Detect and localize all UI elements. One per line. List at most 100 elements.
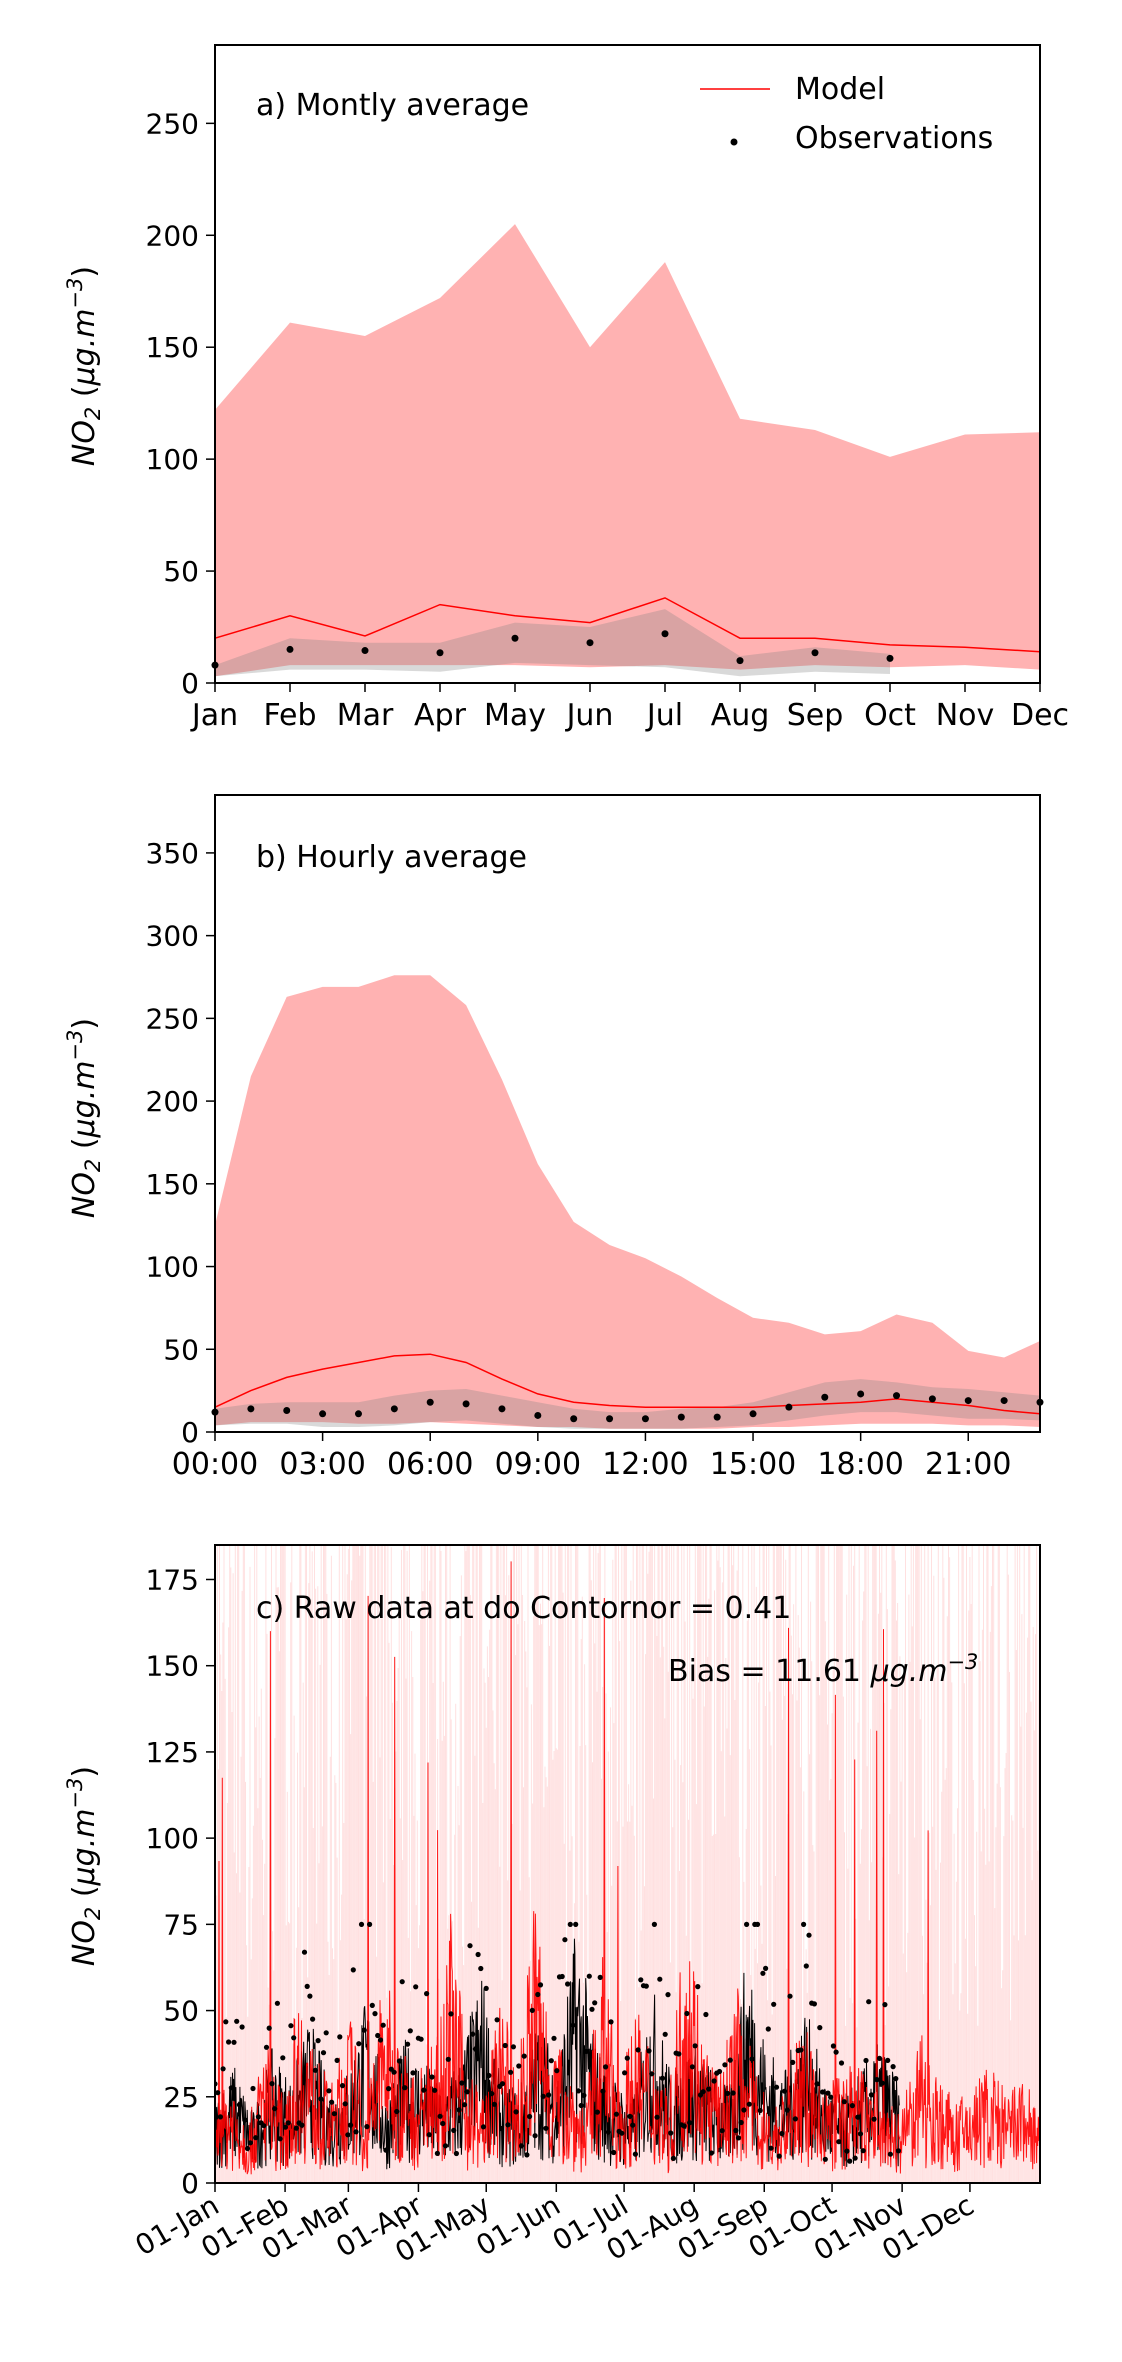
observation-point — [451, 2127, 457, 2133]
observation-point — [372, 2011, 378, 2017]
observation-point — [239, 2024, 245, 2030]
observation-point — [228, 2085, 234, 2091]
y-tick-label: 100 — [146, 443, 199, 476]
observation-point — [573, 1921, 579, 1927]
observation-point — [499, 2081, 506, 2087]
observation-point — [502, 2042, 508, 2049]
x-tick-label: Mar — [337, 698, 394, 733]
observation-point — [785, 1403, 793, 1411]
observation-point — [354, 1410, 362, 1418]
observation-point — [253, 2135, 259, 2141]
observation-point — [868, 2092, 875, 2098]
plot-frame — [214, 44, 1041, 684]
y-tick-label: 50 — [163, 1995, 199, 2028]
y-tick-label: 0 — [181, 667, 199, 700]
observation-point — [768, 2145, 774, 2151]
observation-point — [803, 1963, 809, 1969]
observation-point — [765, 2026, 771, 2032]
observation-point — [367, 1921, 373, 1927]
observation-point — [855, 2114, 861, 2120]
panel-c-ylabel: NO2 (μg.m−3) — [63, 1766, 105, 1966]
observation-point — [763, 1965, 769, 1971]
observation-point — [537, 1982, 544, 1988]
observation-point — [534, 1411, 542, 1419]
observation-point — [708, 2150, 715, 2156]
observation-point — [876, 2055, 883, 2061]
y-tick-label: 200 — [146, 1085, 199, 1118]
observation-point — [661, 630, 669, 638]
observation-point — [546, 2092, 552, 2098]
observation-point — [700, 2089, 706, 2095]
observation-point — [342, 2101, 348, 2107]
observation-point — [437, 2113, 443, 2119]
observation-point — [535, 1991, 541, 1998]
observation-point — [486, 2072, 492, 2079]
observation-point — [407, 2028, 413, 2034]
observation-point — [475, 1951, 481, 1958]
observation-point — [754, 1921, 761, 1927]
observation-point — [586, 639, 594, 647]
observation-point — [849, 2103, 856, 2109]
x-tick-label: 00:00 — [172, 1447, 258, 1482]
y-tick-label: 125 — [146, 1736, 199, 1769]
observation-point — [581, 2092, 587, 2098]
observation-point — [792, 2116, 799, 2122]
observation-point — [619, 2130, 625, 2136]
observation-point — [247, 1405, 255, 1413]
observation-point — [844, 2148, 850, 2154]
observation-point — [562, 1937, 568, 1943]
observation-point — [681, 2123, 687, 2129]
x-tick-label: 06:00 — [387, 1447, 473, 1482]
observation-point — [498, 1405, 506, 1413]
observation-point — [895, 2148, 902, 2154]
observation-point — [280, 2055, 286, 2061]
observation-point — [662, 2031, 668, 2037]
observation-point — [757, 2107, 763, 2114]
observation-point — [410, 2070, 416, 2076]
observation-point — [286, 645, 294, 653]
observation-point — [798, 2047, 804, 2053]
observation-point — [722, 2062, 728, 2068]
observation-point — [236, 2102, 242, 2108]
observation-point — [886, 654, 894, 662]
panel-c: 025507510012515017501-Jan01-Feb01-Mar01-… — [63, 1544, 1041, 2269]
observation-point — [307, 1993, 313, 1999]
observation-point — [668, 2130, 674, 2136]
observation-point — [641, 1415, 649, 1423]
observation-point — [874, 2077, 880, 2083]
observation-point — [830, 2043, 837, 2049]
observation-point — [605, 2129, 611, 2135]
observation-point — [665, 1992, 671, 1998]
observation-point — [263, 2044, 270, 2050]
observation-point — [559, 1973, 565, 1980]
observation-point — [790, 2059, 796, 2065]
observation-point — [491, 2101, 497, 2107]
observation-point — [361, 647, 369, 655]
observation-point — [405, 2041, 411, 2047]
observation-point — [586, 1973, 592, 1979]
observation-point — [570, 1415, 578, 1423]
observation-point — [727, 2057, 733, 2063]
observation-point — [272, 2106, 278, 2112]
x-tick-label: Feb — [263, 698, 316, 733]
observation-point — [320, 2050, 327, 2056]
observation-point — [326, 2088, 332, 2094]
observation-point — [811, 2001, 818, 2007]
y-tick-label: 100 — [146, 1251, 199, 1284]
observation-point — [426, 1398, 434, 1406]
observation-point — [266, 2025, 272, 2031]
observation-point — [825, 2090, 831, 2096]
y-tick-label: 350 — [146, 837, 199, 870]
y-tick-label: 25 — [163, 2081, 199, 2114]
observation-point — [331, 2111, 337, 2117]
observation-point — [716, 2068, 723, 2075]
observation-point — [565, 1981, 571, 1987]
observation-point — [689, 2064, 696, 2070]
observation-point — [375, 2032, 381, 2039]
observation-point — [288, 2023, 294, 2029]
observation-point — [654, 2114, 660, 2120]
observation-point — [928, 1395, 936, 1403]
observation-point — [323, 2030, 329, 2036]
observation-point — [543, 2125, 549, 2131]
observation-point — [828, 2094, 834, 2100]
